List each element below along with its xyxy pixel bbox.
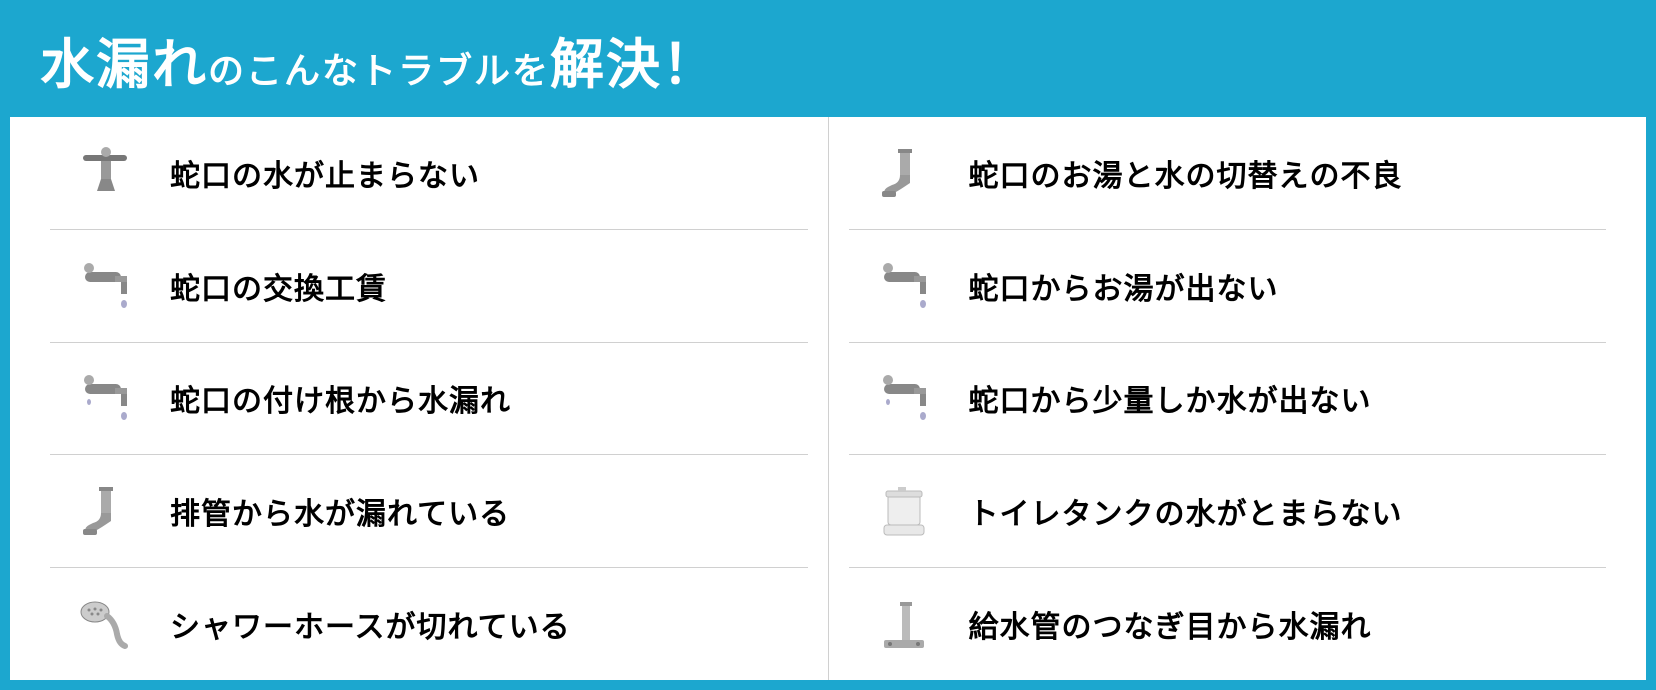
water-pipe-icon [869,589,939,659]
list-item: シャワーホースが切れている [50,568,808,680]
list-item: 蛇口の水が止まらない [50,117,808,230]
toilet-tank-icon [869,476,939,546]
item-label: 蛇口の交換工賃 [170,264,387,308]
left-column: 蛇口の水が止まらない 蛇口の交換工賃 [30,117,829,680]
faucet-icon [70,138,140,208]
item-label: 蛇口のお湯と水の切替えの不良 [969,151,1403,195]
item-label: シャワーホースが切れている [170,602,571,646]
list-item: 蛇口の交換工賃 [50,230,808,343]
list-item: 蛇口のお湯と水の切替えの不良 [849,117,1607,230]
faucet-drip-icon [70,251,140,321]
list-item: 蛇口からお湯が出ない [849,230,1607,343]
item-label: 蛇口から少量しか水が出ない [969,376,1372,420]
faucet-leak-icon [70,363,140,433]
item-label: 蛇口の付け根から水漏れ [170,376,511,420]
list-item: 蛇口から少量しか水が出ない [849,343,1607,456]
panel-header: 水漏れ のこんなトラブルを 解決！ [10,0,1646,117]
pipe-valve-icon [869,138,939,208]
list-item: 蛇口の付け根から水漏れ [50,343,808,456]
list-item: トイレタンクの水がとまらない [849,455,1607,568]
pipe-icon [70,476,140,546]
header-text-2: のこんなトラブルを [208,42,550,94]
item-label: 蛇口の水が止まらない [170,151,480,195]
header-text-3: 解決！ [550,20,718,99]
list-item: 排管から水が漏れている [50,455,808,568]
item-label: 排管から水が漏れている [170,489,510,533]
item-label: 給水管のつなぎ目から水漏れ [969,602,1372,646]
panel-content: 蛇口の水が止まらない 蛇口の交換工賃 [10,117,1646,680]
right-column: 蛇口のお湯と水の切替えの不良 蛇口からお湯が出ない [829,117,1627,680]
item-label: トイレタンクの水がとまらない [969,489,1403,533]
header-text-1: 水漏れ [40,20,208,99]
trouble-panel: 水漏れ のこんなトラブルを 解決！ 蛇口の水が止まらない [0,0,1656,690]
faucet-drip-icon [869,251,939,321]
shower-icon [70,589,140,659]
list-item: 給水管のつなぎ目から水漏れ [849,568,1607,680]
item-label: 蛇口からお湯が出ない [969,264,1279,308]
faucet-leak-icon [869,363,939,433]
